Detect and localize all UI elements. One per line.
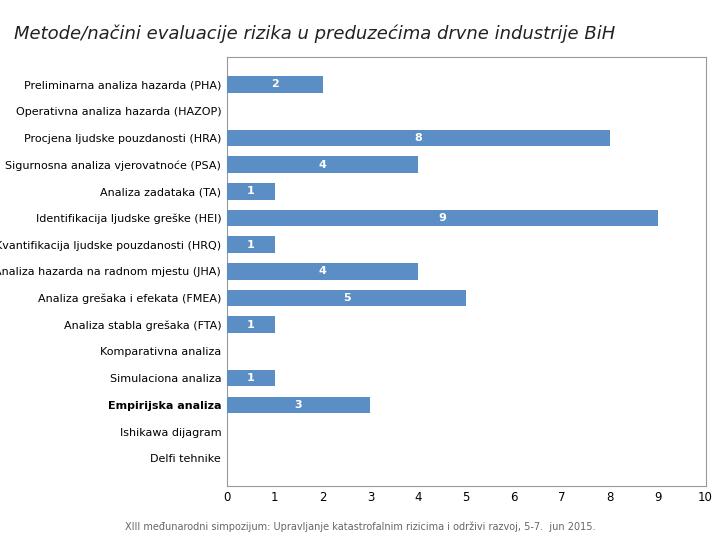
Text: 8: 8 [415, 133, 422, 143]
Bar [227, 290, 467, 306]
Text: 5: 5 [343, 293, 351, 303]
Text: 1: 1 [247, 373, 255, 383]
Text: 1: 1 [247, 320, 255, 330]
Bar [227, 183, 275, 200]
Bar [227, 210, 658, 226]
Bar [227, 316, 275, 333]
Bar [227, 156, 418, 173]
Bar [227, 263, 418, 280]
Text: 2: 2 [271, 79, 279, 90]
Text: Metode/načini evaluacije rizika u preduzećima drvne industrije BiH: Metode/načini evaluacije rizika u preduz… [14, 24, 616, 43]
Bar [227, 237, 275, 253]
Text: 3: 3 [294, 400, 302, 410]
Bar [227, 370, 275, 387]
Bar [227, 396, 371, 413]
Text: 1: 1 [247, 240, 255, 249]
Text: 1: 1 [247, 186, 255, 196]
Bar [227, 130, 610, 146]
Text: XIII međunarodni simpozijum: Upravljanje katastrofalnim rizicima i održivi razvo: XIII međunarodni simpozijum: Upravljanje… [125, 522, 595, 532]
Text: 9: 9 [438, 213, 446, 223]
Text: 4: 4 [319, 160, 326, 170]
Text: 4: 4 [319, 266, 326, 276]
Bar [227, 76, 323, 93]
